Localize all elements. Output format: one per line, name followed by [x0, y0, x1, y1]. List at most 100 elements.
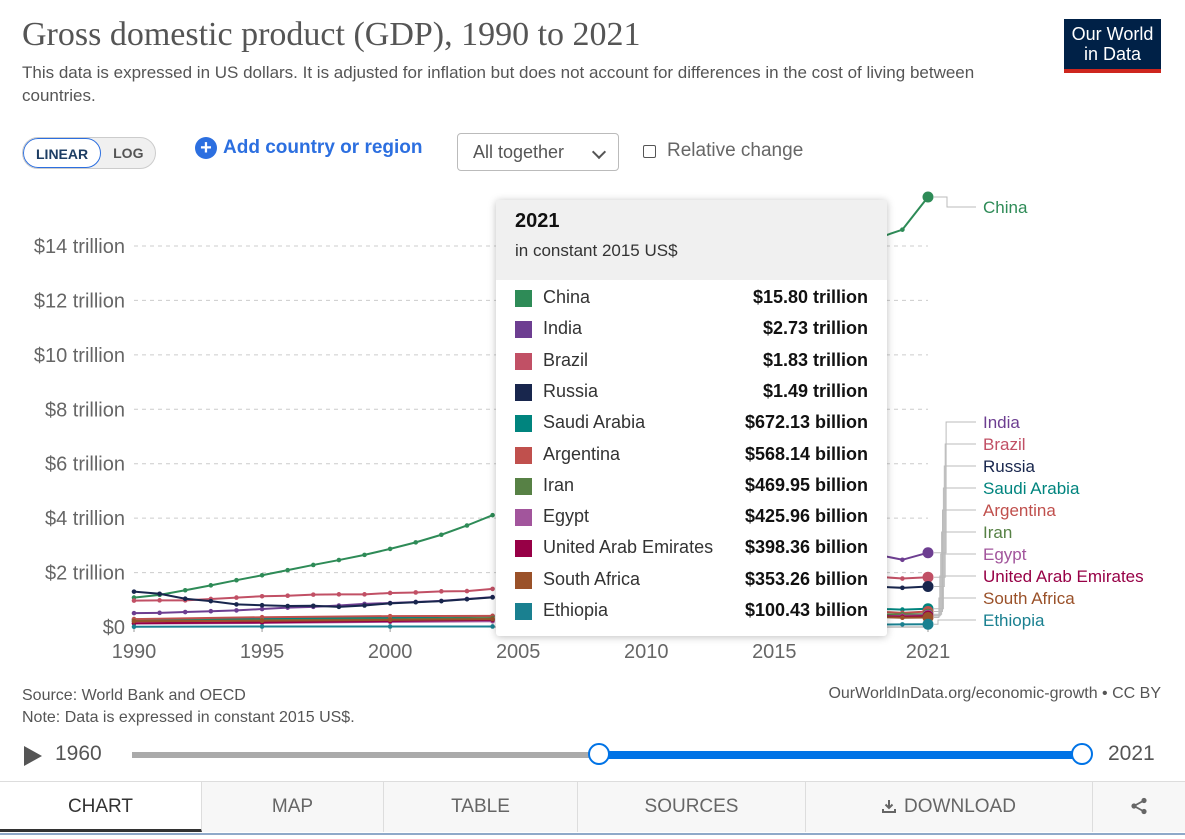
data-point [900, 557, 905, 563]
data-point [900, 227, 905, 232]
tooltip-value: $672.13 billion [744, 412, 868, 433]
timeline-end-handle[interactable] [1071, 743, 1093, 765]
tab-chart[interactable]: CHART [0, 782, 202, 832]
linear-scale-button[interactable]: LINEAR [23, 138, 102, 168]
series-line-south-africa [133, 618, 493, 623]
chevron-down-icon [591, 144, 607, 160]
color-swatch [515, 446, 532, 464]
data-point [464, 523, 470, 528]
data-point [208, 583, 214, 588]
tooltip-value: $425.96 billion [744, 506, 868, 527]
tooltip-value: $568.14 billion [744, 443, 868, 464]
y-tick-label: $12 trillion [34, 290, 125, 312]
tab-share[interactable] [1093, 782, 1185, 832]
data-point [362, 603, 367, 608]
logo-line-1: Our World [1071, 24, 1154, 44]
color-swatch [515, 321, 532, 339]
line-chart[interactable]: $0 $2 trillion $4 trillion $6 trillion $8 tr… [0, 180, 1185, 680]
tab-sources[interactable]: SOURCES [578, 782, 806, 832]
tooltip-value: $353.26 billion [744, 568, 868, 589]
data-point [387, 624, 393, 629]
data-point [336, 604, 342, 610]
tooltip-row: Ethiopia $100.43 billion [515, 597, 868, 628]
tooltip-row: Argentina $568.14 billion [515, 441, 868, 472]
timeline-start-handle[interactable] [588, 743, 610, 765]
label-connector [934, 531, 976, 615]
data-point [900, 607, 905, 612]
series-end-label: India [983, 413, 1020, 432]
data-point [922, 580, 934, 592]
y-tick-label: $14 trillion [34, 236, 125, 258]
timeline-end-year: 2021 [1108, 742, 1155, 765]
chart-controls: LINEAR LOG + Add country or region All t… [22, 133, 922, 171]
data-point [131, 624, 137, 630]
data-point [131, 610, 137, 616]
series-end-label: United Arab Emirates [983, 567, 1144, 586]
y-tick-label: $6 trillion [45, 454, 125, 476]
owid-logo[interactable]: Our World in Data [1064, 19, 1161, 73]
tooltip-row: Egypt $425.96 billion [515, 503, 868, 534]
facet-dropdown[interactable]: All together [457, 133, 619, 171]
data-point [234, 577, 239, 583]
tooltip-header: 2021 in constant 2015 US$ [496, 200, 887, 280]
data-point [131, 589, 137, 594]
color-swatch [515, 540, 532, 558]
data-point [310, 603, 316, 609]
data-point [182, 587, 188, 593]
y-tick-label: $0 [103, 617, 125, 639]
checkbox-icon[interactable] [643, 144, 656, 158]
data-point [900, 615, 905, 621]
data-point [285, 603, 290, 609]
series-end-label: Saudi Arabia [983, 479, 1080, 498]
data-point [490, 586, 495, 592]
source-url[interactable]: OurWorldInData.org/economic-growth • CC … [828, 685, 1161, 702]
data-point [259, 606, 265, 612]
color-swatch [515, 477, 532, 495]
tooltip-row: Iran $469.95 billion [515, 472, 868, 503]
note-text: Note: Data is expressed in constant 2015… [22, 709, 355, 726]
x-tick-label: 2000 [368, 641, 413, 663]
tooltip-row: South Africa $353.26 billion [515, 566, 868, 597]
series-end-label: Ethiopia [983, 611, 1045, 630]
data-point [285, 567, 290, 573]
data-point [259, 618, 265, 624]
tab-map[interactable]: MAP [202, 782, 384, 832]
color-swatch [515, 383, 532, 401]
log-scale-button[interactable]: LOG [113, 145, 144, 161]
data-point [157, 591, 162, 597]
source-text[interactable]: Source: World Bank and OECD [22, 687, 246, 704]
data-point [131, 618, 137, 624]
label-connector [934, 509, 976, 612]
tab-table[interactable]: TABLE [384, 782, 578, 832]
tooltip-value: $2.73 trillion [762, 318, 868, 339]
relative-change-toggle[interactable]: Relative change [643, 140, 803, 162]
tab-download-label: DOWNLOAD [904, 796, 1016, 817]
y-tick-label: $2 trillion [45, 563, 125, 585]
tooltip-value: $469.95 billion [744, 474, 868, 495]
data-point [490, 595, 495, 600]
data-point [900, 576, 905, 581]
tooltip-value: $1.83 trillion [762, 349, 868, 370]
color-swatch [515, 352, 532, 370]
series-end-label: Brazil [983, 435, 1026, 454]
tooltip-country: China [543, 287, 591, 307]
tooltip-row: India $2.73 trillion [515, 315, 868, 346]
data-point [362, 552, 367, 558]
play-icon[interactable] [24, 746, 42, 766]
data-point [439, 598, 444, 604]
plus-icon: + [195, 137, 217, 159]
data-point [157, 598, 162, 603]
add-country-button[interactable]: + Add country or region [195, 137, 423, 159]
share-icon [1131, 797, 1147, 815]
x-tick-label: 2010 [624, 641, 669, 663]
tooltip-row: China $15.80 trillion [515, 284, 868, 315]
data-point [439, 532, 444, 538]
relative-change-label: Relative change [667, 140, 804, 161]
timeline-selected-range[interactable] [599, 751, 1082, 759]
tab-download[interactable]: DOWNLOAD [806, 782, 1093, 832]
color-swatch [515, 571, 532, 589]
add-country-label: Add country or region [223, 137, 423, 158]
data-point [234, 608, 239, 613]
label-connector [934, 421, 976, 554]
tooltip-country: Brazil [543, 349, 589, 370]
